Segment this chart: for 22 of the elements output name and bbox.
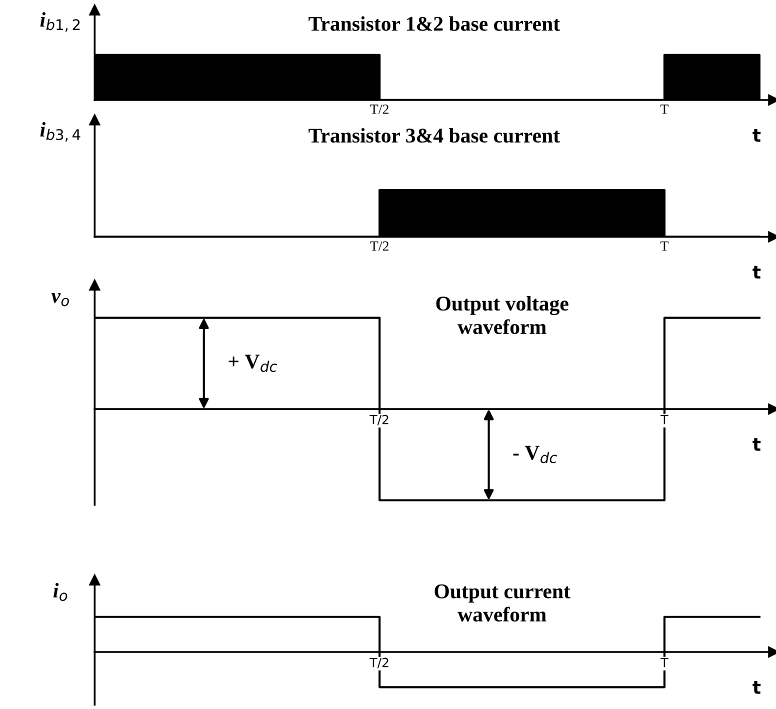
x-tick-label: T [660, 658, 668, 668]
x-tick-label: T/2 [370, 414, 388, 426]
annotation: - V$_{dc}$ [513, 446, 557, 464]
x-axis-title: t [752, 681, 761, 694]
x-axis-title: t [752, 438, 761, 451]
x-axis-title: t [752, 129, 761, 142]
annotation: + V$_{dc}$ [228, 354, 278, 372]
y-axis-title: v$_{o}$ [51, 293, 69, 306]
x-tick-label: T/2 [370, 104, 388, 114]
chart-title: Transistor 1&2 base current [308, 16, 560, 31]
x-tick-label: T/2 [370, 241, 388, 251]
chart-title: Output current waveform [434, 584, 570, 622]
chart-title: Transistor 3&4 base current [308, 128, 560, 143]
x-tick-label: T [660, 242, 668, 251]
chart-title: Output voltage waveform [436, 296, 568, 334]
x-axis-title: t [752, 266, 761, 279]
y-axis-title: i$_{b1,2}$ [40, 12, 80, 32]
y-axis-title: i$_{o}$ [53, 582, 68, 602]
x-tick-label: T/2 [370, 658, 388, 668]
x-tick-label: T [660, 414, 668, 424]
x-tick-label: T [660, 104, 668, 114]
y-axis-title: i$_{b3,4}$ [40, 122, 80, 142]
